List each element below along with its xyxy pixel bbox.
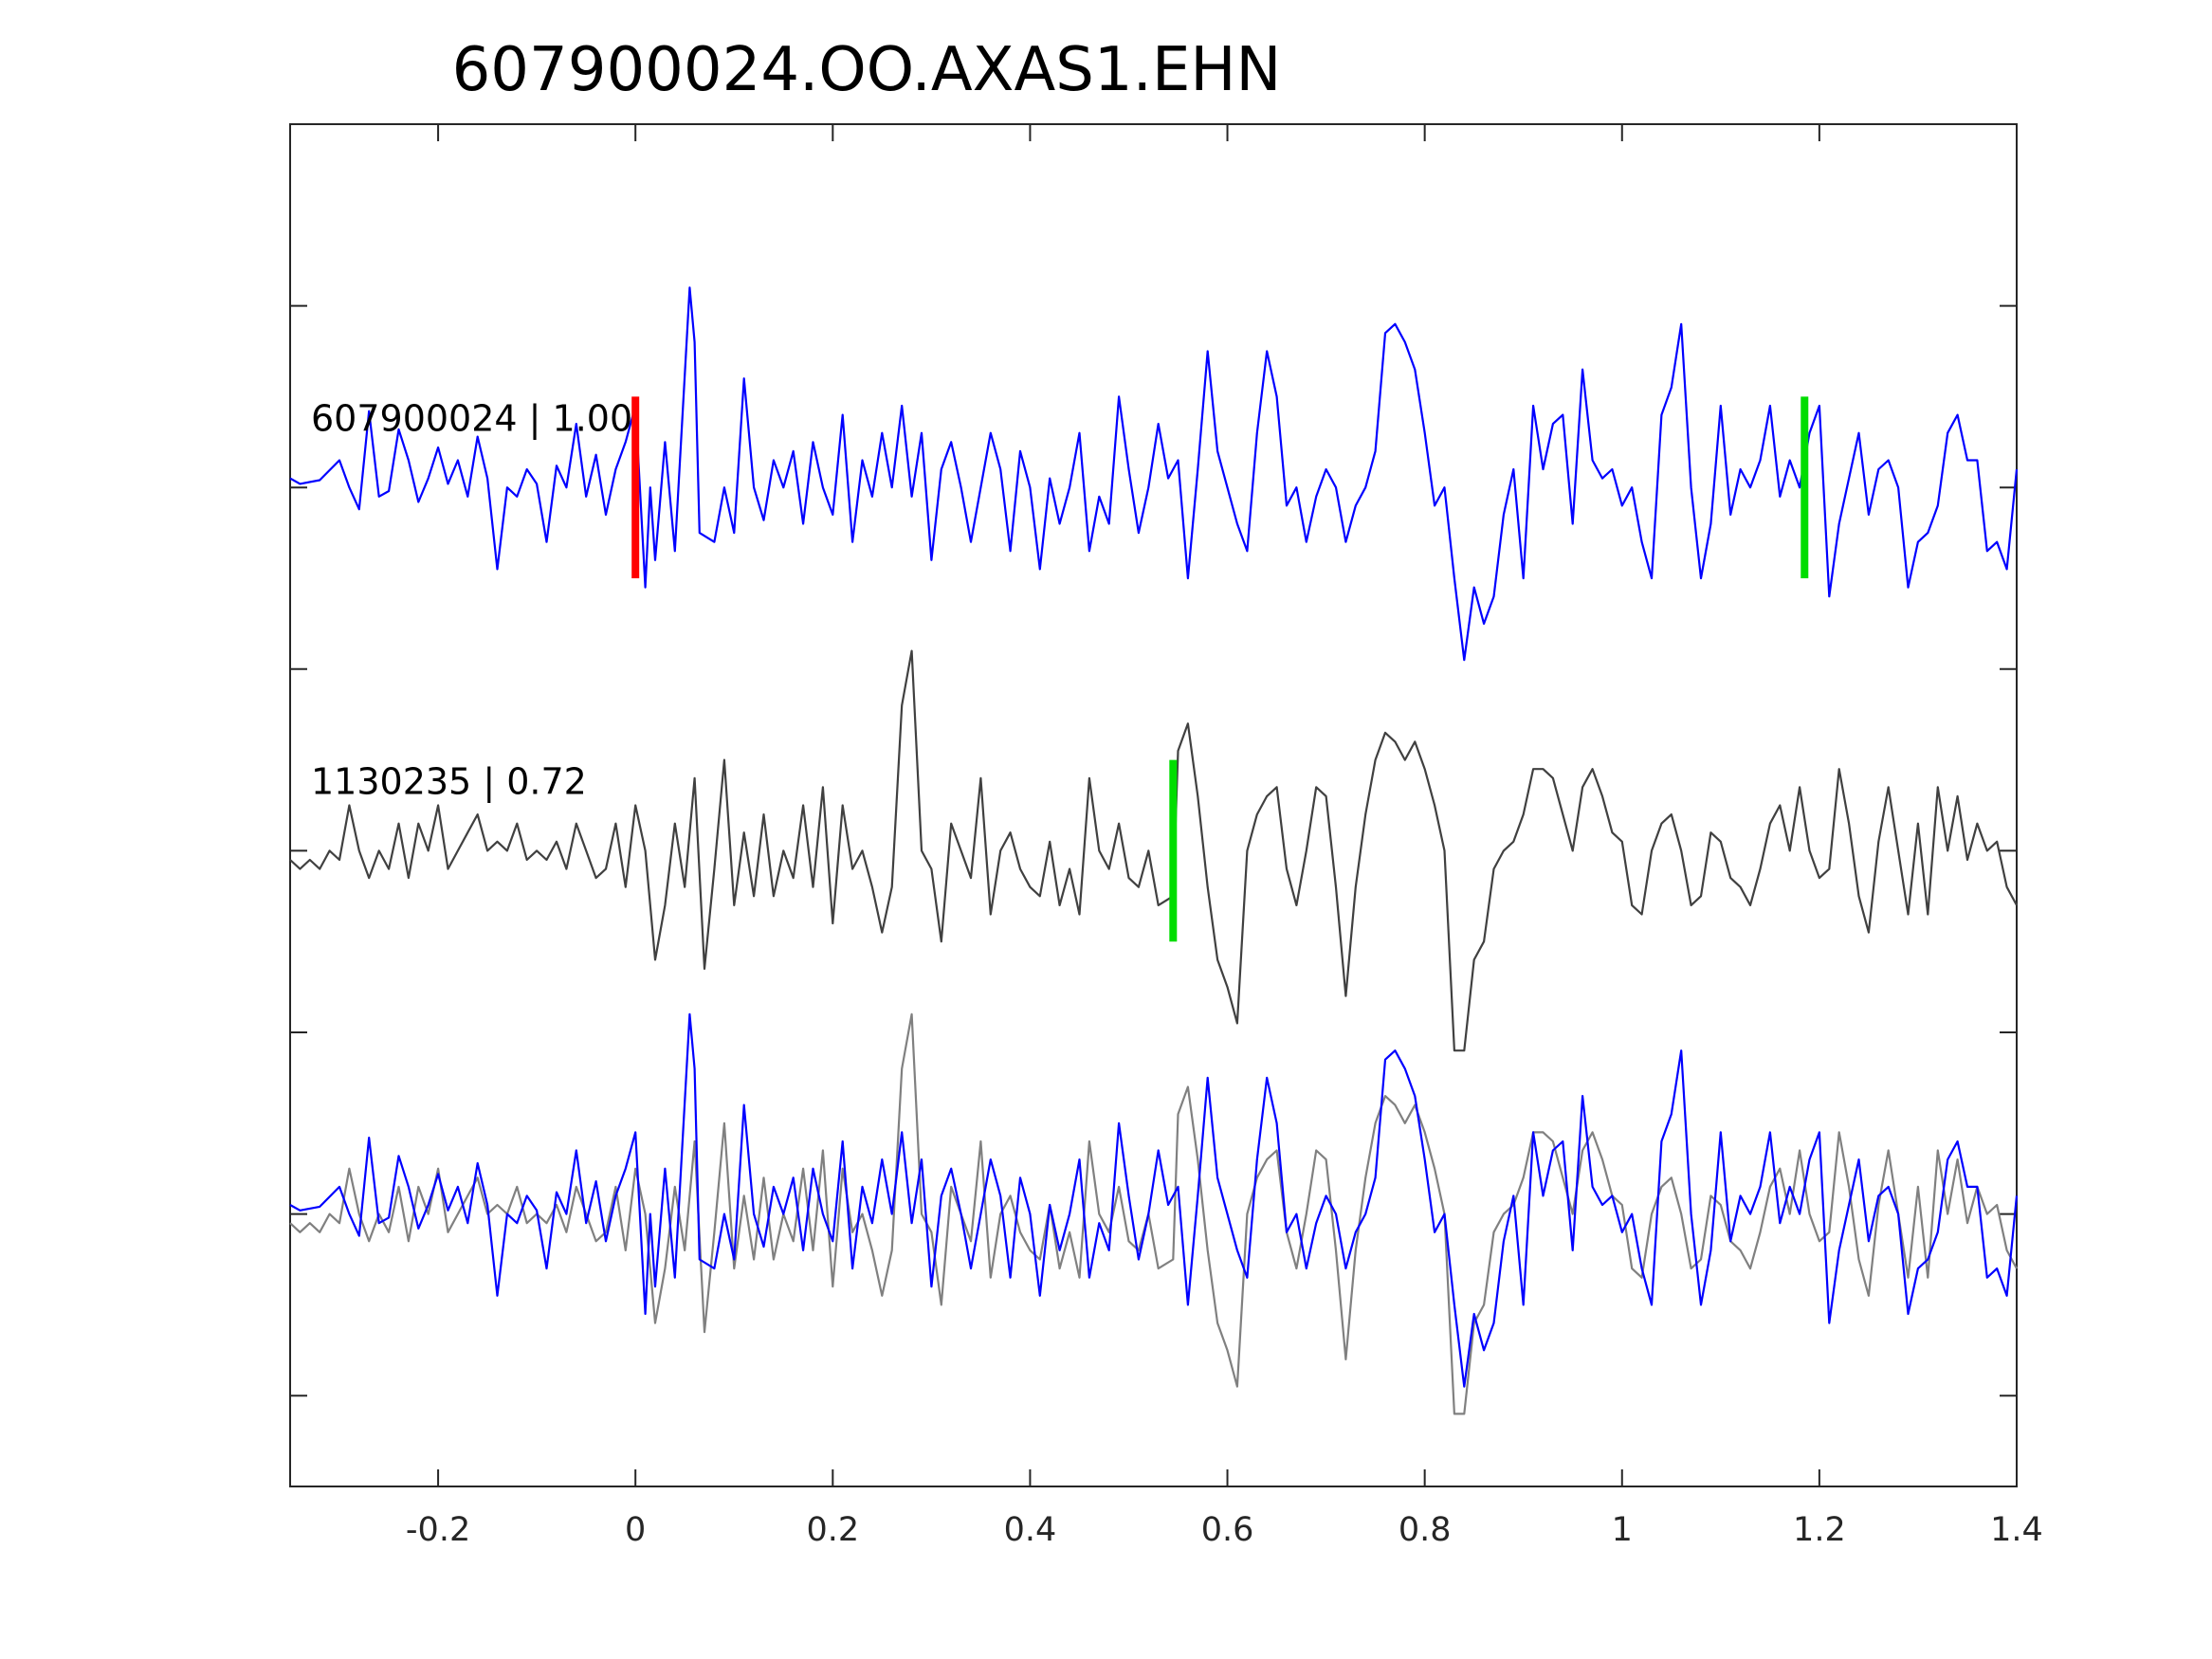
phase-picks — [631, 396, 1809, 942]
plot-frame — [289, 123, 2018, 1487]
trace-0-line — [289, 286, 2019, 662]
x-tick-label: 0.4 — [1004, 1511, 1057, 1549]
x-tick-label: 0.8 — [1398, 1511, 1452, 1549]
trace-1-line — [289, 649, 2018, 1052]
x-tick-label: 1 — [1612, 1511, 1633, 1549]
x-tick-label: 0.6 — [1201, 1511, 1254, 1549]
trace-label-0: 607900024 | 1.00 — [311, 397, 632, 440]
axes: -0.2 0 0.2 0.4 0.6 0.8 1 1.2 1.4 — [289, 123, 2043, 1549]
x-tick-label: 1.4 — [1990, 1511, 2043, 1549]
x-tick-label: -0.2 — [406, 1511, 470, 1549]
trace-label-1: 1130235 | 0.72 — [311, 761, 587, 804]
x-tick-label: 0 — [625, 1511, 646, 1549]
x-tick-label: 1.2 — [1793, 1511, 1846, 1549]
chart-title: 607900024.OO.AXAS1.EHN — [452, 35, 1282, 105]
traces — [289, 286, 2019, 1415]
overlay-0-line — [289, 1012, 2018, 1415]
overlay-1-line — [289, 1012, 2019, 1388]
trace-labels: 607900024 | 1.00 1130235 | 0.72 — [311, 397, 632, 803]
x-tick-label: 0.2 — [806, 1511, 859, 1549]
